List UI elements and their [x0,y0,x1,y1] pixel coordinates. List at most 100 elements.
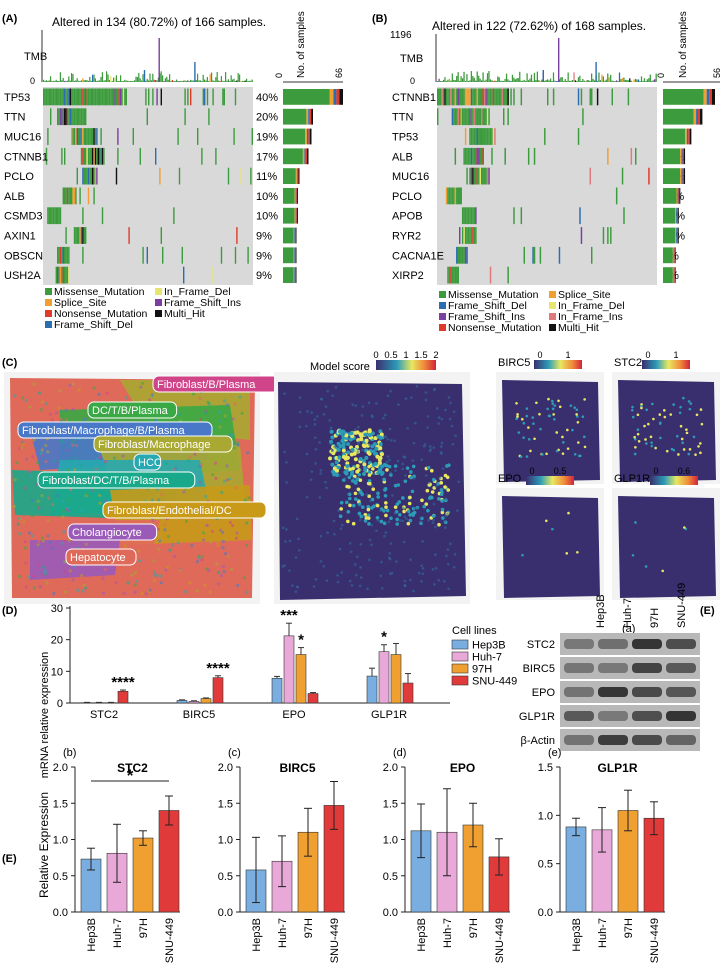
y-tick-label: 0.5 [53,871,68,883]
bar [283,635,295,704]
sample-bar-seg [339,89,343,105]
cluster-spot [24,585,28,589]
cluster-spot [20,446,24,450]
cluster-spot [190,533,194,537]
blot-band [632,711,662,721]
cluster-spot [166,534,171,539]
tmb-bar [127,80,129,82]
oncoprint-cell [472,108,474,126]
score-spot [444,497,448,500]
gene-label: CTNNB1 [392,92,436,104]
score-spot [440,510,445,515]
oncoprint-cell [454,266,457,284]
oncoprint-cell [156,88,158,106]
tmb-bar [103,80,105,82]
tmb-bar [174,80,176,82]
sample-bar-seg [293,247,295,264]
oncoprint-cell [50,88,52,106]
cluster-spot [164,461,169,465]
score-spot [403,584,407,588]
cluster-spot [188,581,192,585]
tmb-bar [51,80,53,82]
gene-percent: 17% [256,151,278,163]
score-spot [294,590,298,593]
oncoprint-cell [558,246,561,264]
score-spot [404,474,407,477]
oncoprint-cell [64,108,66,126]
cluster-spot [214,476,218,480]
oncoprint-cell [485,88,487,106]
tmb-bar [576,80,578,82]
cluster-spot [30,498,34,503]
score-spot [457,480,461,484]
y-tick-label: 20 [51,635,63,647]
sample-bar-seg [686,128,689,145]
cluster-spot [182,490,186,494]
oncoprint-cell [94,88,97,106]
score-spot [284,540,287,543]
score-spot [380,472,384,477]
expr-spot [545,519,548,523]
chart-title: STC2 [117,761,148,775]
cluster-spot [216,582,221,586]
blot-band [632,735,662,745]
cluster-spot [24,457,29,461]
oncoprint-cell [71,187,73,205]
score-spot [333,532,336,536]
score-spot [390,439,393,442]
oncoprint-cell [456,88,458,106]
score-spot [408,513,412,517]
oncoprint-cell [485,128,487,145]
tmb-bar [500,80,502,82]
oncoprint-cell [478,108,480,126]
score-spot [420,458,423,461]
tmb-bar [131,80,133,82]
legend-label: Frame_Shift_Del [448,300,527,312]
expr-spot [527,426,530,429]
score-spot [402,540,406,544]
tmb-bar [61,80,63,82]
cluster-spot [36,499,40,503]
score-spot [438,476,442,480]
panel-a-nsamples-label: No. of samples [296,11,307,78]
tmb-bar [447,79,449,82]
tmb-bar [482,72,484,82]
oncoprint-cell [62,108,64,126]
cluster-spot [178,568,182,572]
oncoprint-cell [251,128,253,145]
cluster-spot [157,499,161,503]
cluster-spot [37,506,41,510]
significance: **** [206,660,230,677]
sample-bar-seg [696,108,699,125]
oncoprint-cell [448,187,451,205]
oncoprint-cell [461,227,464,244]
oncoprint-cell [64,187,66,205]
oncoprint-cell [62,187,64,205]
score-spot [376,495,380,499]
cluster-spot [63,570,67,574]
panel-c: (C) Fibroblast/B/PlasmaDC/T/B/PlasmaFibr… [2,350,720,604]
oncoprint-cell [464,108,467,126]
cluster-spot [208,590,213,594]
cluster-spot [65,448,69,452]
score-spot [427,518,430,522]
tmb-bar [632,80,634,82]
tmb-bar [497,76,499,82]
oncoprint-cell [204,88,206,106]
score-spot [434,485,438,488]
oncoprint-cell [635,147,637,165]
oncoprint-cell [212,88,214,106]
oncoprint-cell [57,88,59,106]
cluster-spot [36,543,40,547]
tmb-bar [201,80,203,82]
expr-spot [643,424,646,428]
score-spot [429,468,434,473]
score-spot [388,458,391,462]
expr-spot [695,413,699,417]
oncoprint-cell [591,88,593,106]
tmb-bar [630,80,632,82]
oncoprint-cell [62,88,64,106]
oncoprint-cell [482,88,484,106]
cluster-spot [121,454,125,458]
expr-spot [558,405,562,409]
